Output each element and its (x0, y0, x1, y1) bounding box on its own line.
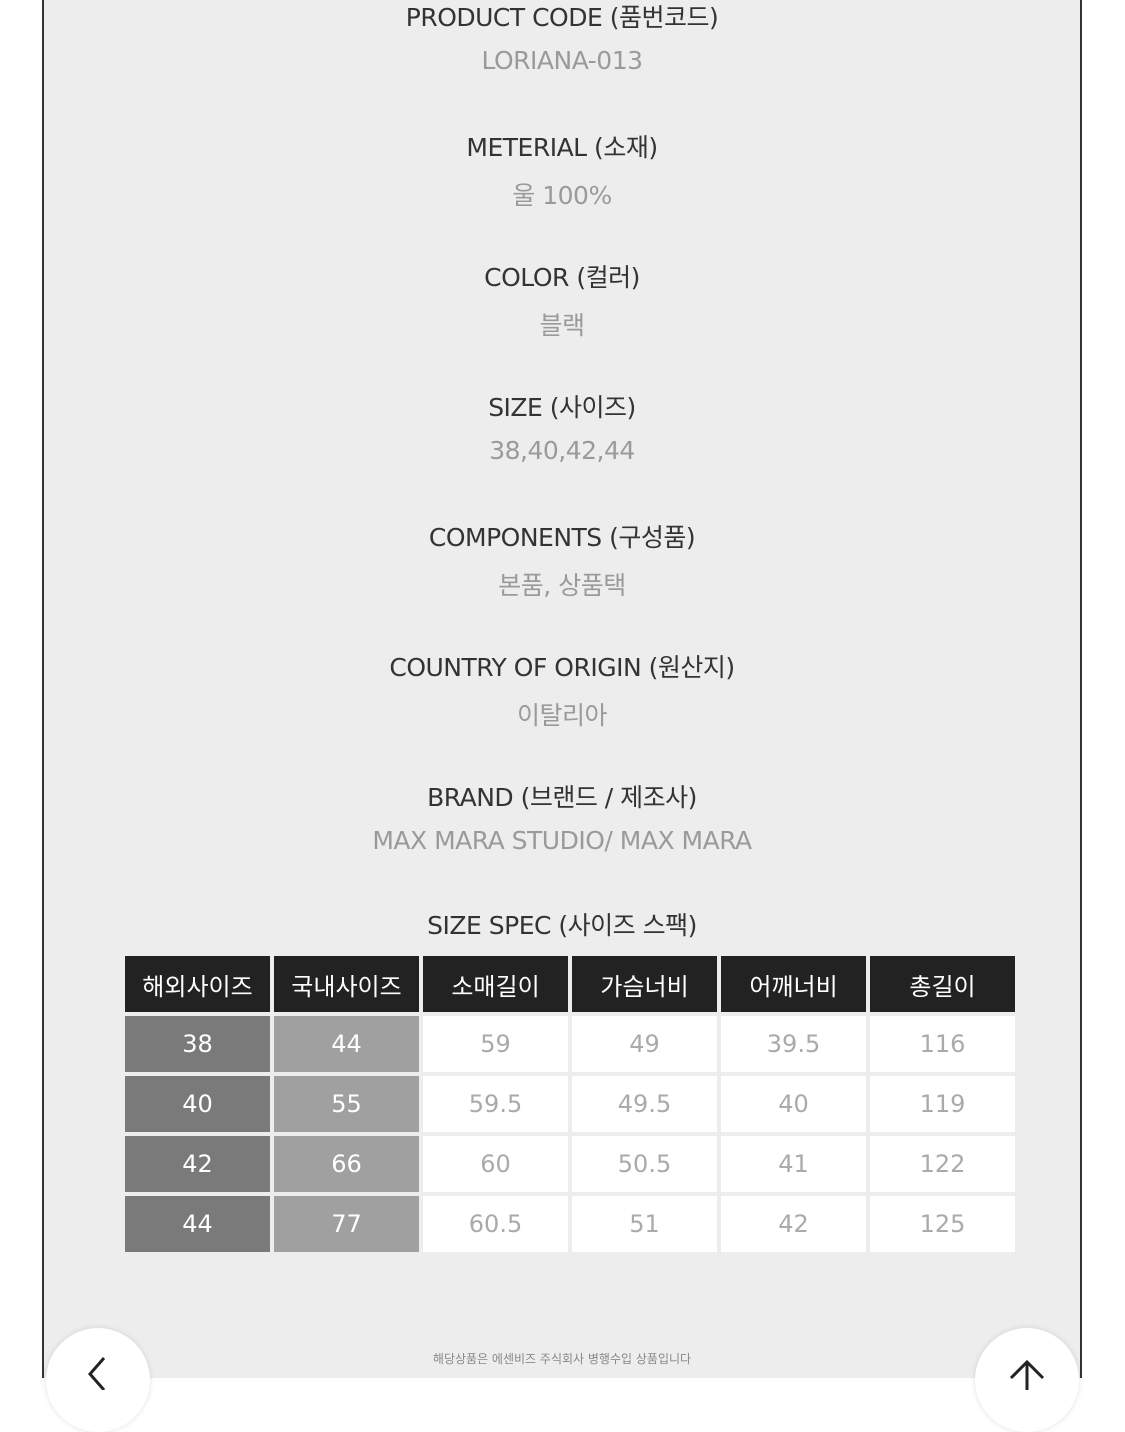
spec-item: PRODUCT CODE (품번코드) LORIANA-013 (44, 0, 1080, 75)
spec-label: METERIAL (소재) (466, 133, 658, 162)
table-row: 42 66 60 50.5 41 122 (125, 1136, 1015, 1192)
table-cell: 49.5 (572, 1076, 717, 1132)
spec-item: COMPONENTS (구성품) 본품, 상품택 (44, 518, 1080, 602)
size-spec-title: SIZE SPEC (사이즈 스팩) (427, 911, 697, 940)
spec-value: LORIANA-013 (481, 46, 643, 75)
table-row: 40 55 59.5 49.5 40 119 (125, 1076, 1015, 1132)
table-cell: 40 (125, 1076, 270, 1132)
table-cell: 122 (870, 1136, 1015, 1192)
table-cell: 59 (423, 1016, 568, 1072)
table-cell: 119 (870, 1076, 1015, 1132)
table-cell: 60.5 (423, 1196, 568, 1252)
table-cell: 41 (721, 1136, 866, 1192)
table-cell: 51 (572, 1196, 717, 1252)
table-cell: 77 (274, 1196, 419, 1252)
table-cell: 42 (721, 1196, 866, 1252)
column-header: 가슴너비 (572, 956, 717, 1012)
arrow-left-icon (88, 1357, 106, 1390)
size-spec-table: 해외사이즈 국내사이즈 소매길이 가슴너비 어깨너비 총길이 38 44 59 49 39.5 11… (121, 952, 1019, 1256)
scroll-top-button[interactable] (975, 1328, 1079, 1432)
table-row: 38 44 59 49 39.5 116 (125, 1016, 1015, 1072)
table-cell: 49 (572, 1016, 717, 1072)
spec-value: 울 100% (512, 181, 612, 210)
table-cell: 125 (870, 1196, 1015, 1252)
table-cell: 44 (125, 1196, 270, 1252)
table-cell: 66 (274, 1136, 419, 1192)
spec-item: BRAND (브랜드 / 제조사) MAX MARA STUDIO/ MAX MA… (44, 778, 1080, 855)
column-header: 소매길이 (423, 956, 568, 1012)
spec-item: COLOR (컬러) 블랙 (44, 258, 1080, 342)
table-cell: 59.5 (423, 1076, 568, 1132)
spec-item: SIZE (사이즈) 38,40,42,44 (44, 388, 1080, 465)
spec-value: 38,40,42,44 (489, 436, 635, 465)
table-cell: 60 (423, 1136, 568, 1192)
table-cell: 39.5 (721, 1016, 866, 1072)
arrow-up-icon (1009, 1359, 1045, 1390)
spec-label: PRODUCT CODE (품번코드) (405, 3, 719, 32)
column-header: 해외사이즈 (125, 956, 270, 1012)
column-header: 국내사이즈 (274, 956, 419, 1012)
spec-value: 블랙 (539, 311, 585, 340)
product-info-panel: PRODUCT CODE (품번코드) LORIANA-013 METERIAL (… (42, 0, 1082, 1378)
table-row: 44 77 60.5 51 42 125 (125, 1196, 1015, 1252)
spec-label: COLOR (컬러) (484, 263, 640, 292)
spec-value: 이탈리아 (516, 701, 608, 730)
table-cell: 40 (721, 1076, 866, 1132)
table-cell: 50.5 (572, 1136, 717, 1192)
column-header: 총길이 (870, 956, 1015, 1012)
spec-item: COUNTRY OF ORIGIN (원산지) 이탈리아 (44, 648, 1080, 732)
spec-label: COMPONENTS (구성품) (428, 523, 696, 552)
spec-value: 본품, 상품택 (498, 571, 626, 600)
table-cell: 55 (274, 1076, 419, 1132)
import-notice: 해당상품은 에센비즈 주식회사 병행수입 상품입니다 (432, 1352, 692, 1366)
table-cell: 116 (870, 1016, 1015, 1072)
table-cell: 38 (125, 1016, 270, 1072)
table-cell: 42 (125, 1136, 270, 1192)
table-cell: 44 (274, 1016, 419, 1072)
back-button[interactable] (46, 1328, 150, 1432)
spec-label: SIZE (사이즈) (488, 393, 636, 422)
spec-label: BRAND (브랜드 / 제조사) (427, 783, 697, 812)
spec-value: MAX MARA STUDIO/ MAX MARA (372, 826, 752, 855)
column-header: 어깨너비 (721, 956, 866, 1012)
spec-item: METERIAL (소재) 울 100% (44, 128, 1080, 212)
spec-label: COUNTRY OF ORIGIN (원산지) (389, 653, 735, 682)
